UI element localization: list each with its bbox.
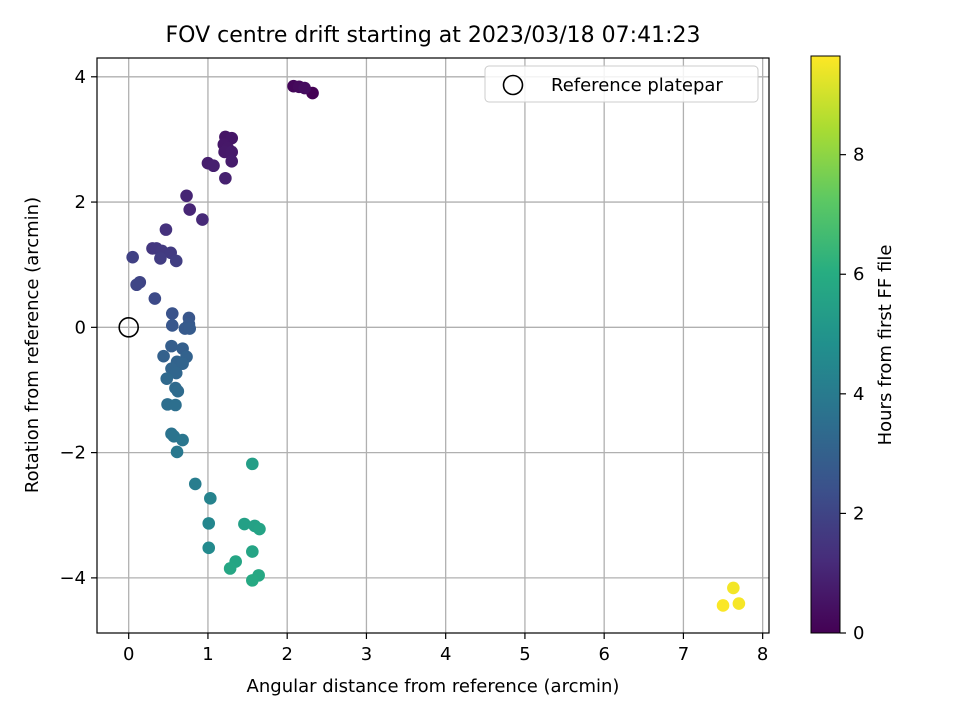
x-tick-label: 4 [440,644,451,665]
data-point [183,203,197,216]
y-axis-label: Rotation from reference (arcmin) [22,197,43,493]
y-tick-label: −2 [59,443,86,464]
data-point [176,357,189,370]
data-point [171,384,185,398]
data-point [148,292,162,305]
x-axis-ticks: 0 1 2 3 4 5 6 7 8 [123,633,768,665]
data-point [157,349,170,363]
data-point [176,433,189,447]
y-tick-label: 4 [75,67,86,88]
colorbar-tick-label: 2 [853,503,864,524]
x-axis-label: Angular distance from reference (arcmin) [247,676,620,697]
y-axis-ticks: −4 −2 0 2 4 [59,67,97,589]
data-point [169,366,183,380]
data-point [165,307,179,320]
data-point [253,522,266,536]
legend: Reference platepar [484,65,759,103]
y-tick-label: −4 [59,568,86,589]
colorbar-tick-label: 6 [853,264,864,285]
data-point [732,597,746,610]
data-point [225,155,239,168]
data-point [183,322,197,335]
x-tick-label: 2 [281,644,292,665]
colorbar-ticks: 0 2 4 6 8 [840,145,864,644]
data-point [219,171,232,185]
data-point [238,517,251,531]
colorbar: 0 2 4 6 8 Hours from first FF file [810,55,896,644]
data-point [202,517,216,530]
data-point [188,477,202,491]
data-point [196,213,209,226]
data-point [298,81,311,95]
data-point [204,492,217,505]
colorbar-tick-label: 0 [853,623,864,644]
data-point [246,457,259,471]
x-tick-label: 6 [598,644,609,665]
data-point [130,278,143,292]
x-tick-label: 7 [678,644,689,665]
data-point [727,581,740,595]
colorbar-tick-label: 4 [853,384,864,405]
data-points [118,79,746,612]
data-point [165,339,178,353]
x-tick-label: 0 [123,644,134,665]
legend-entry-reference: Reference platepar [551,75,723,96]
grid [97,58,769,633]
x-tick-label: 8 [757,644,768,665]
data-point [170,445,184,459]
colorbar-gradient [810,55,841,634]
y-tick-label: 0 [75,317,86,338]
x-tick-label: 3 [361,644,372,665]
data-point [716,599,730,612]
legend-box [484,65,759,103]
x-tick-label: 1 [202,644,213,665]
data-point [246,574,259,587]
data-point [159,223,173,236]
data-point [154,252,167,265]
y-tick-label: 2 [75,192,86,213]
x-tick-label: 5 [519,644,530,665]
data-point [246,545,259,558]
data-point [165,319,179,332]
reference-platepar-marker [118,317,139,338]
legend-marker-circle [502,74,524,96]
data-point [126,250,139,264]
data-point [202,541,216,555]
data-point [180,189,193,203]
data-point [169,398,182,412]
data-point [225,145,239,159]
colorbar-tick-label: 8 [853,145,864,166]
data-point [207,159,220,173]
data-point [169,254,183,268]
data-point [160,372,174,385]
plot-frame [96,57,770,634]
colorbar-label: Hours from first FF file [875,245,896,446]
data-point [223,562,237,575]
chart-title: FOV centre drift starting at 2023/03/18 … [166,23,701,48]
